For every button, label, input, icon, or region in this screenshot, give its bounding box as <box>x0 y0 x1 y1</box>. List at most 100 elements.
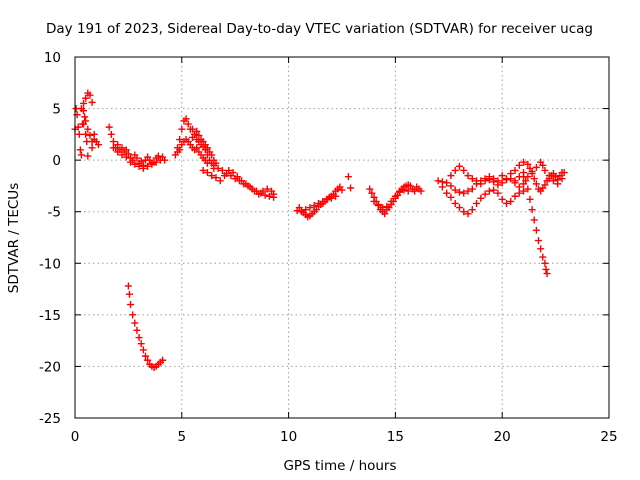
series-arc-t <box>520 173 551 278</box>
data-point <box>539 161 547 169</box>
data-point <box>238 177 246 185</box>
series-arc-v <box>511 158 568 191</box>
data-point <box>74 123 82 131</box>
data-point <box>455 204 463 212</box>
data-point <box>90 136 98 144</box>
data-point <box>515 161 523 169</box>
data-point <box>502 176 510 184</box>
data-point <box>511 166 519 174</box>
data-point <box>530 216 538 224</box>
data-point <box>297 208 305 216</box>
data-point <box>159 356 167 364</box>
data-point <box>148 160 156 168</box>
data-point <box>109 144 117 152</box>
data-point <box>481 177 489 185</box>
data-point <box>137 340 145 348</box>
data-point <box>473 177 481 185</box>
data-point <box>80 99 88 107</box>
data-point <box>347 184 355 192</box>
data-point <box>154 152 162 160</box>
data-point <box>82 130 90 138</box>
data-point <box>184 120 192 128</box>
data-point <box>498 172 506 180</box>
data-point <box>125 290 133 298</box>
x-tick-label: 0 <box>71 429 80 445</box>
data-point <box>558 175 566 183</box>
data-point <box>532 163 540 171</box>
data-point <box>81 113 89 121</box>
data-point <box>255 190 263 198</box>
y-tick-label: -5 <box>48 205 61 221</box>
data-point <box>268 187 276 195</box>
data-point <box>542 265 550 273</box>
data-point <box>387 197 395 205</box>
data-point <box>208 172 216 180</box>
data-point <box>460 166 468 174</box>
data-point <box>86 131 94 139</box>
data-point <box>88 98 96 106</box>
data-point <box>526 195 534 203</box>
data-point <box>554 180 562 188</box>
data-point <box>137 157 145 165</box>
data-point <box>524 173 532 181</box>
data-point <box>532 180 540 188</box>
data-point <box>400 186 408 194</box>
data-point <box>323 195 331 203</box>
data-point <box>161 156 169 164</box>
data-point <box>261 191 269 199</box>
data-point <box>216 177 224 185</box>
data-point <box>225 166 233 174</box>
data-point <box>212 174 220 182</box>
data-point <box>144 356 152 364</box>
data-point <box>520 180 528 188</box>
data-point <box>310 202 318 210</box>
data-point <box>84 152 92 160</box>
data-point <box>263 185 271 193</box>
data-point <box>434 177 442 185</box>
data-point <box>193 144 201 152</box>
data-point <box>532 226 540 234</box>
series-arc-n <box>344 173 355 192</box>
data-point <box>368 189 376 197</box>
data-point <box>246 183 254 191</box>
data-point <box>265 192 273 200</box>
data-point <box>379 204 387 212</box>
data-point <box>451 199 459 207</box>
data-point <box>494 181 502 189</box>
data-point <box>464 210 472 218</box>
data-point <box>541 166 549 174</box>
data-point <box>338 186 346 194</box>
data-point <box>490 186 498 194</box>
data-point <box>520 158 528 166</box>
data-point <box>203 159 211 167</box>
data-point <box>455 188 463 196</box>
data-point <box>543 270 551 278</box>
data-point <box>537 245 545 253</box>
data-point <box>141 352 149 360</box>
data-point <box>447 172 455 180</box>
data-point <box>122 153 130 161</box>
series-arc-i <box>188 127 220 167</box>
data-point <box>127 158 135 166</box>
data-point <box>259 187 267 195</box>
data-point <box>195 131 203 139</box>
grid-lines <box>75 57 609 418</box>
y-tick-label: -15 <box>39 308 61 324</box>
data-point <box>306 204 314 212</box>
data-point <box>460 189 468 197</box>
data-point <box>490 178 498 186</box>
data-point <box>468 185 476 193</box>
data-point <box>502 199 510 207</box>
data-point <box>118 144 126 152</box>
data-point <box>139 346 147 354</box>
data-point <box>135 162 143 170</box>
data-point <box>464 172 472 180</box>
data-point <box>515 183 523 191</box>
data-point <box>447 182 455 190</box>
series-arc-s <box>447 162 528 189</box>
data-point <box>199 166 207 174</box>
y-tick-label: 0 <box>52 153 61 169</box>
data-point <box>210 161 218 169</box>
data-point <box>152 158 160 166</box>
data-point <box>129 311 137 319</box>
